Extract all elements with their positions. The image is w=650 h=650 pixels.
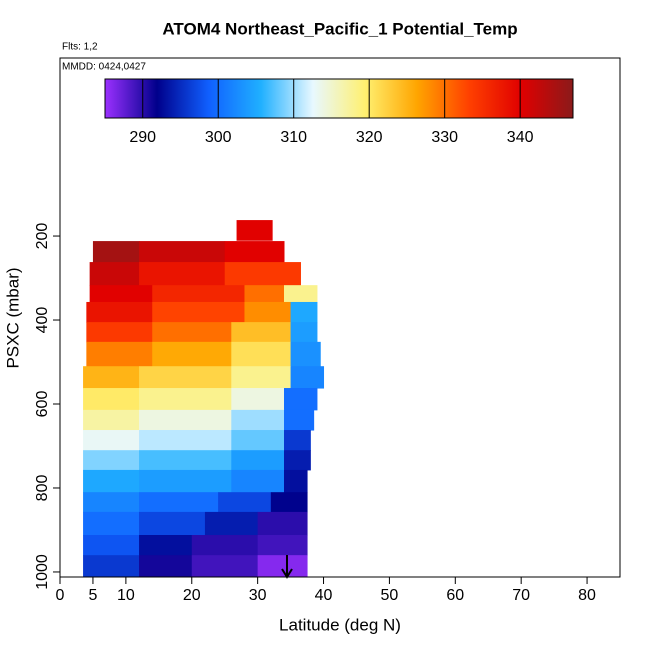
cell — [224, 262, 301, 286]
cell — [218, 492, 272, 513]
cell — [139, 430, 232, 451]
cell — [284, 430, 311, 451]
cell — [284, 409, 315, 431]
cell — [231, 469, 285, 493]
cell — [83, 469, 140, 493]
y-tick-label: 600 — [34, 391, 51, 418]
dates-label: MMDD: 0424,0427 — [62, 62, 146, 73]
colorbar-tick-label: 340 — [507, 129, 534, 146]
x-tick-label: 50 — [381, 587, 399, 604]
x-axis-label: Latitude (deg N) — [279, 615, 401, 634]
cell — [152, 285, 245, 303]
cell — [83, 492, 140, 513]
cell — [86, 301, 153, 323]
cell — [139, 262, 226, 286]
cell — [139, 535, 193, 556]
cell — [204, 511, 259, 536]
cell — [290, 341, 321, 367]
colorbar-tick-label: 310 — [280, 129, 307, 146]
cell — [284, 450, 311, 471]
cell — [139, 511, 206, 536]
cell — [231, 366, 292, 389]
colorbar — [104, 78, 574, 119]
cell — [244, 301, 292, 323]
cell — [257, 555, 308, 578]
cell — [290, 322, 318, 343]
cell — [257, 535, 308, 556]
cell — [152, 301, 245, 323]
cell — [92, 241, 140, 263]
colorbar-tick-label: 290 — [129, 129, 156, 146]
cell — [244, 285, 285, 303]
cell — [191, 555, 259, 578]
cell — [83, 430, 140, 451]
cell — [89, 285, 153, 303]
x-tick-label: 40 — [315, 587, 333, 604]
cell — [236, 220, 273, 241]
cell — [139, 492, 219, 513]
x-tick-label: 5 — [88, 587, 97, 604]
colorbar-tick-label: 300 — [205, 129, 232, 146]
y-tick-label: 400 — [34, 307, 51, 334]
x-tick-label: 60 — [446, 587, 464, 604]
cell — [290, 301, 318, 323]
cell — [89, 262, 140, 286]
cell — [86, 322, 153, 343]
x-tick-label: 80 — [578, 587, 596, 604]
cell — [152, 341, 232, 367]
cell — [139, 555, 193, 578]
chart-title: ATOM4 Northeast_Pacific_1 Potential_Temp — [162, 19, 517, 38]
cell — [83, 511, 140, 536]
colorbar-tick-label: 330 — [431, 129, 458, 146]
x-tick-label: 0 — [56, 587, 65, 604]
cell — [139, 241, 226, 263]
cell — [83, 555, 140, 578]
cell — [86, 341, 153, 367]
cell — [270, 492, 308, 513]
x-tick-label: 10 — [117, 587, 135, 604]
y-tick-label: 200 — [34, 223, 51, 250]
cell — [231, 450, 285, 471]
cell — [231, 409, 285, 431]
x-tick-label: 20 — [183, 587, 201, 604]
cell — [231, 341, 292, 367]
y-axis-label: PSXC (mbar) — [3, 267, 22, 368]
cell — [191, 535, 259, 556]
cell — [83, 409, 140, 431]
cell — [231, 388, 285, 411]
cell — [139, 388, 232, 411]
cell — [284, 285, 318, 303]
cell — [83, 366, 140, 389]
colorbar-tick-label: 320 — [356, 129, 383, 146]
cell — [152, 322, 232, 343]
cell — [83, 388, 140, 411]
plot-frame — [59, 57, 621, 578]
x-tick-label: 30 — [249, 587, 267, 604]
y-tick-label: 800 — [34, 475, 51, 502]
cell — [83, 450, 140, 471]
y-tick-label: 1000 — [34, 554, 51, 590]
cell — [257, 511, 308, 536]
cell — [139, 450, 232, 471]
cell — [139, 409, 232, 431]
curtain — [83, 220, 325, 578]
cell — [231, 322, 292, 343]
cell — [83, 535, 140, 556]
cell — [139, 366, 232, 389]
cell — [139, 469, 232, 493]
cell — [284, 469, 308, 493]
cell — [290, 366, 325, 389]
cell — [231, 430, 285, 451]
x-tick-label: 70 — [512, 587, 530, 604]
cell — [224, 241, 285, 263]
flights-label: Flts: 1,2 — [62, 42, 98, 53]
cell — [284, 388, 318, 411]
